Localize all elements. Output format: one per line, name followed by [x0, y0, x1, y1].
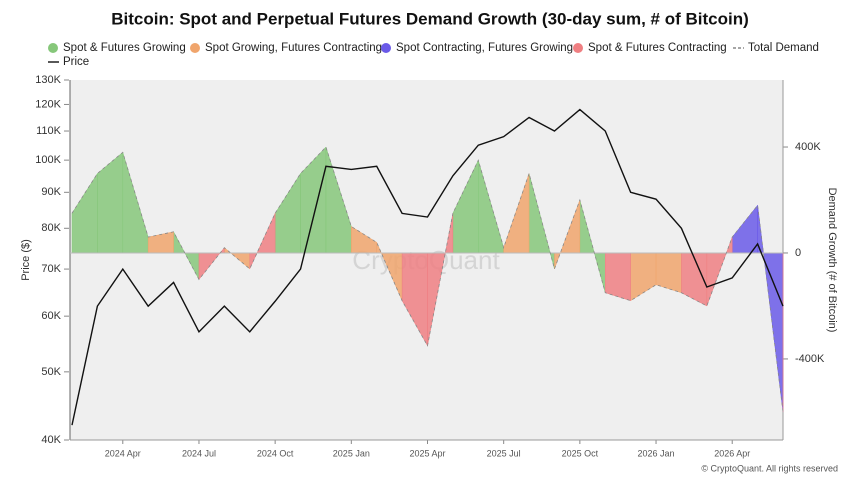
legend-label: Spot Growing, Futures Contracting	[205, 42, 382, 54]
footer: © CryptoQuant. All rights reserved	[701, 463, 838, 473]
legend-marker	[190, 43, 200, 53]
y-tick-label: 90K	[41, 186, 61, 198]
y2-axis-title: Demand Growth (# of Bitcoin)	[826, 188, 838, 333]
y2-tick-label: 400K	[795, 141, 821, 153]
y-tick-label: 50K	[41, 366, 61, 378]
legend-label: Spot & Futures Contracting	[588, 42, 727, 54]
y-tick-label: 110K	[36, 125, 62, 137]
legend-marker	[48, 43, 58, 53]
y-tick-label: 100K	[35, 154, 61, 166]
y-axis-title: Price ($)	[20, 239, 32, 281]
x-tick-label: 2025 Oct	[562, 448, 599, 458]
x-tick-label: 2024 Oct	[257, 448, 294, 458]
legend-marker	[573, 43, 583, 53]
x-tick-label: 2024 Apr	[105, 448, 141, 458]
price-line	[71, 108, 784, 426]
legend-label: Total Demand	[748, 42, 819, 54]
legend-label: Spot & Futures Growing	[63, 42, 186, 54]
y-tick-label: 80K	[41, 222, 61, 234]
x-tick-label: 2026 Jan	[638, 448, 675, 458]
y-tick-label: 120K	[35, 98, 61, 110]
y2-tick-label: -400K	[795, 353, 825, 365]
x-tick-label: 2026 Apr	[714, 448, 750, 458]
demand-area	[605, 252, 631, 302]
legend-label: Price	[63, 56, 89, 68]
legend-marker	[381, 43, 391, 53]
x-tick-label: 2025 Apr	[409, 448, 445, 458]
x-tick-label: 2025 Jan	[333, 448, 370, 458]
y-tick-label: 40K	[41, 434, 61, 446]
legend-label: Spot Contracting, Futures Growing	[396, 42, 573, 54]
y-tick-label: 130K	[35, 74, 61, 86]
total-demand-line	[71, 146, 784, 412]
y-tick-label: 60K	[41, 310, 61, 322]
chart-title: Bitcoin: Spot and Perpetual Futures Dema…	[111, 9, 749, 28]
x-tick-label: 2024 Jul	[182, 448, 216, 458]
x-tick-label: 2025 Jul	[487, 448, 521, 458]
y-tick-label: 70K	[41, 263, 61, 275]
y2-tick-label: 0	[795, 247, 801, 259]
